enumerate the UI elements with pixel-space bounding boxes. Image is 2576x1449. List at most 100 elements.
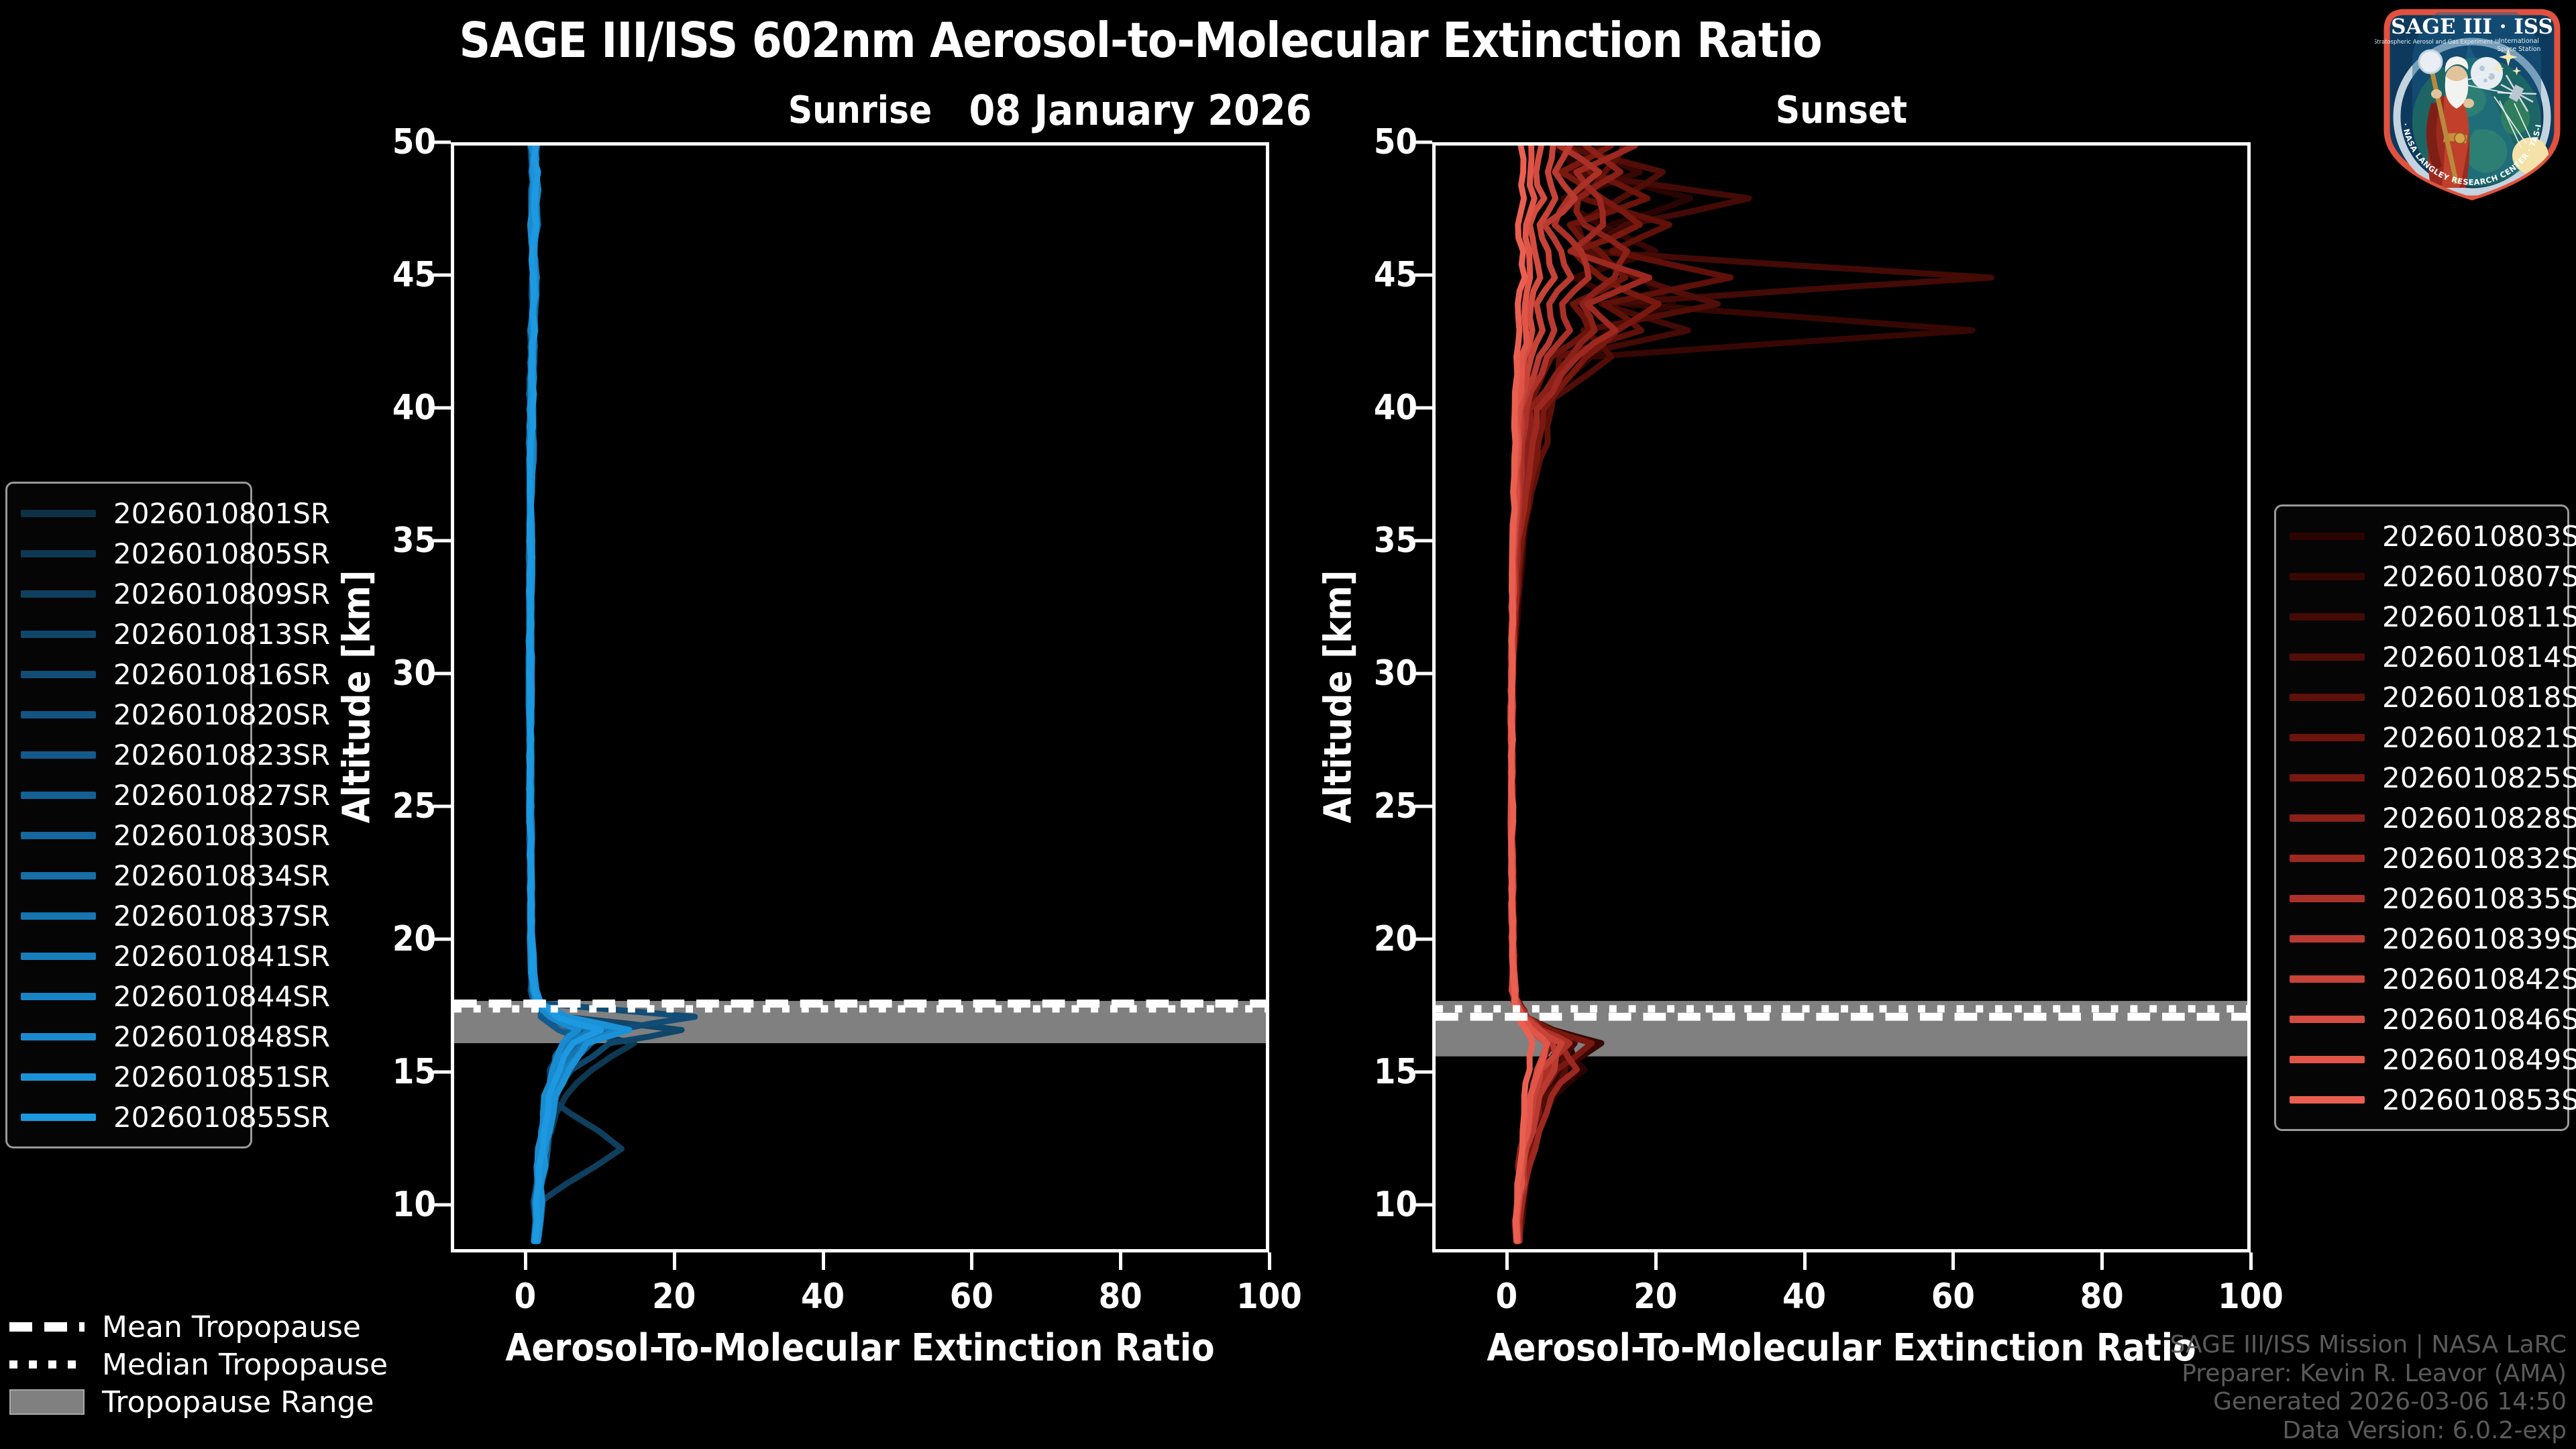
footer-line-preparer: Preparer: Kevin R. Leavor (AMA) (2182, 1359, 2567, 1387)
legend-item[interactable]: 2026010839SS (2290, 918, 2576, 959)
tropopause-legend-item: Tropopause Range (9, 1383, 374, 1421)
legend-item[interactable]: 2026010841SR (21, 936, 330, 976)
legend-item-label: 2026010813SR (113, 617, 331, 651)
legend-item[interactable]: 2026010801SR (21, 493, 330, 533)
y-axis-label: Altitude [km] (1316, 570, 1360, 823)
legend-item[interactable]: 2026010830SR (21, 815, 330, 855)
legend-item[interactable]: 2026010846SS (2290, 999, 2576, 1039)
legend-item[interactable]: 2026010814SS (2290, 637, 2576, 677)
legend-item-label: 2026010811SS (2382, 600, 2576, 633)
y-axis-tick-label: 10 (392, 1184, 436, 1225)
legend-color-swatch (21, 791, 96, 799)
legend-color-swatch (21, 590, 96, 598)
legend-item-label: 2026010851SR (113, 1060, 331, 1093)
legend-item-label: 2026010855SR (113, 1100, 331, 1134)
x-axis-tick-mark (1268, 1252, 1271, 1270)
x-axis-tick-mark (1119, 1252, 1123, 1270)
profile-line (526, 146, 637, 1244)
legend-item[interactable]: 2026010853SS (2290, 1079, 2576, 1120)
y-axis-tick-label: 30 (1373, 653, 1417, 694)
x-axis-tick-mark (2100, 1252, 2104, 1270)
legend-item[interactable]: 2026010828SS (2290, 798, 2576, 838)
legend-color-swatch (21, 670, 96, 678)
y-axis-tick-mark (433, 539, 451, 543)
legend-item[interactable]: 2026010837SR (21, 896, 330, 936)
y-axis-tick-label: 15 (1373, 1051, 1417, 1092)
legend-color-swatch (2290, 975, 2365, 983)
legend-item[interactable]: 2026010813SR (21, 614, 330, 654)
sunrise-legend: 2026010801SR 2026010805SR 2026010809SR 2026… (5, 482, 330, 1148)
date-subtitle: 08 January 2026 (969, 86, 1312, 135)
legend-color-swatch (21, 952, 96, 960)
legend-color-swatch (2290, 1095, 2365, 1104)
legend-item[interactable]: 2026010820SR (21, 694, 330, 735)
y-axis-tick-mark (1415, 1070, 1432, 1074)
tropopause-legend-label: Median Tropopause (102, 1347, 388, 1382)
x-axis-tick-mark (523, 1252, 527, 1270)
legend-item[interactable]: 2026010851SR (21, 1057, 330, 1097)
sage-iii-iss-mission-patch-logo: SAGE III · ISS Stratospheric Aerosol and… (2371, 0, 2569, 204)
legend-item-label: 2026010807SS (2382, 559, 2576, 593)
y-axis-tick-mark (1415, 140, 1432, 144)
legend-item-label: 2026010853SS (2382, 1083, 2576, 1116)
legend-item[interactable]: 2026010848SR (21, 1016, 330, 1057)
legend-item[interactable]: 2026010803SS (2290, 516, 2576, 556)
legend-item-label: 2026010816SR (113, 657, 331, 691)
logo-title: SAGE III · ISS (2391, 15, 2553, 39)
legend-color-swatch (2290, 1055, 2365, 1063)
y-axis-tick-mark (433, 937, 451, 941)
legend-color-swatch (2290, 693, 2365, 701)
logo-subtitle-right-2: Space Station (2498, 46, 2541, 53)
tropopause-legend-item: Mean Tropopause (9, 1308, 361, 1346)
legend-item[interactable]: 2026010849SS (2290, 1039, 2576, 1079)
legend-item-label: 2026010823SR (113, 738, 331, 771)
legend-item-label: 2026010842SS (2382, 962, 2576, 996)
legend-item[interactable]: 2026010823SR (21, 735, 330, 775)
x-axis-tick-label: 20 (652, 1277, 696, 1317)
x-axis-tick-mark (1505, 1252, 1509, 1270)
legend-item[interactable]: 2026010811SS (2290, 596, 2576, 637)
legend-item[interactable]: 2026010832SS (2290, 838, 2576, 878)
legend-color-swatch (2290, 854, 2365, 862)
y-axis-tick-label: 25 (392, 786, 436, 826)
legend-item[interactable]: 2026010816SR (21, 654, 330, 694)
y-axis-tick-label: 50 (1373, 122, 1417, 162)
legend-color-swatch (21, 710, 96, 718)
legend-item[interactable]: 2026010825SS (2290, 757, 2576, 798)
legend-color-swatch (2290, 532, 2365, 540)
legend-item[interactable]: 2026010805SR (21, 533, 330, 574)
legend-item[interactable]: 2026010827SR (21, 775, 330, 815)
legend-item[interactable]: 2026010844SR (21, 976, 330, 1016)
legend-color-swatch (2290, 773, 2365, 782)
legend-color-swatch (2290, 733, 2365, 741)
legend-color-swatch (21, 1113, 96, 1121)
legend-item[interactable]: 2026010855SR (21, 1097, 330, 1137)
logo-subtitle-left: Stratospheric Aerosol and Gas Experiment… (2375, 38, 2500, 45)
legend-color-swatch (2290, 612, 2365, 621)
y-axis-tick-mark (433, 804, 451, 808)
y-axis-tick-label: 35 (1373, 520, 1417, 561)
legend-item-label: 2026010814SS (2382, 640, 2576, 674)
y-axis-tick-mark (1415, 273, 1432, 277)
y-axis-tick-label: 15 (392, 1051, 436, 1092)
tropopause-legend-label: Mean Tropopause (102, 1309, 361, 1344)
y-axis-tick-mark (1415, 539, 1432, 543)
legend-item[interactable]: 2026010821SS (2290, 717, 2576, 757)
legend-item[interactable]: 2026010834SR (21, 855, 330, 896)
sunset-plot-panel (1432, 142, 2251, 1252)
legend-color-swatch (21, 509, 96, 517)
legend-item[interactable]: 2026010842SS (2290, 959, 2576, 999)
profile-line (1508, 146, 1536, 1244)
legend-item[interactable]: 2026010809SR (21, 574, 330, 614)
y-axis-tick-mark (433, 1070, 451, 1074)
x-axis-tick-mark (1803, 1252, 1807, 1270)
legend-item[interactable]: 2026010818SS (2290, 677, 2576, 717)
legend-item-label: 2026010835SS (2382, 881, 2576, 915)
y-axis-tick-mark (433, 406, 451, 410)
legend-item[interactable]: 2026010835SS (2290, 878, 2576, 918)
tropopause-legend-label: Tropopause Range (102, 1385, 374, 1419)
y-axis-tick-mark (433, 140, 451, 144)
legend-item[interactable]: 2026010807SS (2290, 556, 2576, 596)
y-axis-tick-label: 45 (1373, 254, 1417, 295)
sunrise-plot-panel (451, 142, 1269, 1252)
